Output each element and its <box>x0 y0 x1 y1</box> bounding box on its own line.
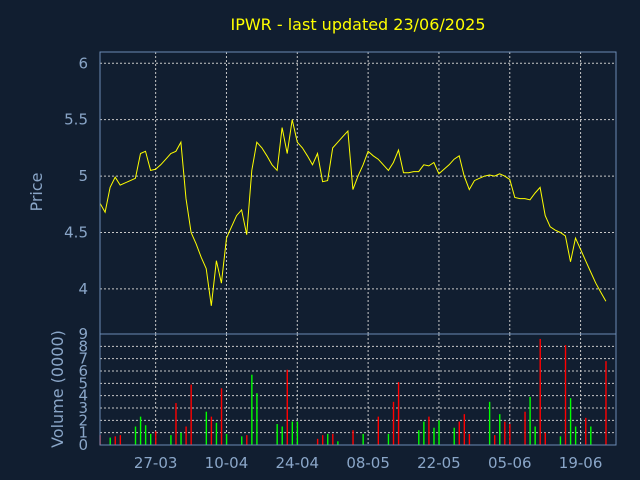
volume-bar <box>559 436 562 445</box>
volume-bar <box>155 431 157 445</box>
volume-bar <box>139 416 142 445</box>
volume-bar <box>493 435 496 445</box>
volume-bar <box>281 426 283 445</box>
volume-bar <box>509 424 511 445</box>
volume-axis-label: Volume (0000) <box>48 330 67 448</box>
price-axis-label: Price <box>27 172 46 211</box>
volume-bar <box>220 388 223 445</box>
volume-bar <box>544 432 546 445</box>
volume-bar <box>534 426 536 445</box>
volume-bar <box>529 396 531 445</box>
volume-bar <box>453 427 455 445</box>
volume-bar <box>327 433 329 445</box>
volume-bar <box>585 417 587 445</box>
volume-bar <box>180 432 182 445</box>
volume-bar <box>210 416 213 445</box>
volume-bar <box>185 426 187 445</box>
date-tick-label: 19-06 <box>559 454 603 472</box>
volume-bar <box>134 426 137 445</box>
volume-bar <box>488 401 491 445</box>
volume-bar <box>256 393 258 445</box>
volume-bar <box>564 345 567 445</box>
volume-bar <box>590 426 592 445</box>
volume-bar <box>291 421 294 445</box>
volume-tick-label: 5 <box>78 374 88 392</box>
price-tick-label: 6 <box>78 54 88 72</box>
date-tick-label: 10-04 <box>205 454 249 472</box>
volume-tick-label: 3 <box>78 399 88 417</box>
volume-bar <box>423 421 425 445</box>
volume-bar <box>539 338 541 445</box>
date-tick-label: 08-05 <box>346 454 390 472</box>
date-tick-label: 05-06 <box>488 454 532 472</box>
volume-tick-label: 1 <box>78 424 88 442</box>
volume-bar <box>119 435 122 445</box>
volume-bar <box>276 424 278 445</box>
date-tick-label: 27-03 <box>134 454 178 472</box>
volume-bar <box>286 369 288 445</box>
chart-title: IPWR - last updated 23/06/2025 <box>230 15 485 34</box>
volume-bar <box>316 438 319 445</box>
price-tick-label: 4.5 <box>64 223 88 241</box>
volume-bar <box>144 425 147 445</box>
volume-bar <box>504 421 506 445</box>
volume-bar <box>241 436 243 445</box>
price-tick-label: 4 <box>78 280 88 298</box>
volume-bar <box>499 414 501 445</box>
volume-tick-label: 6 <box>78 362 88 380</box>
volume-tick-label: 7 <box>78 350 88 368</box>
volume-bar <box>605 361 607 445</box>
date-tick-label: 22-05 <box>417 454 461 472</box>
volume-bar <box>418 430 420 445</box>
volume-tick-label: 2 <box>78 411 88 429</box>
volume-bar <box>438 420 440 445</box>
price-line <box>99 119 607 306</box>
volume-bar <box>463 414 466 445</box>
volume-bar <box>352 430 354 445</box>
volume-bar <box>397 382 400 445</box>
volume-bar <box>524 411 526 445</box>
price-panel: 4 4.5 5 5.5 6 <box>64 51 617 335</box>
volume-bar <box>251 374 253 445</box>
volume-bar <box>377 416 380 445</box>
volume-tick-label: 4 <box>78 387 88 405</box>
volume-bar <box>321 435 324 445</box>
volume-bar <box>569 398 572 445</box>
volume-bar <box>149 433 152 445</box>
volume-bar <box>433 427 435 445</box>
volume-bar <box>387 433 390 445</box>
volume-bar <box>458 421 460 445</box>
volume-bar <box>332 433 334 445</box>
price-tick-label: 5.5 <box>64 111 88 129</box>
volume-bar <box>205 411 208 445</box>
volume-bar <box>574 426 577 445</box>
volume-bar <box>296 421 299 445</box>
volume-bar <box>362 433 364 445</box>
date-tick-label: 24-04 <box>275 454 319 472</box>
volume-bar <box>468 433 471 445</box>
volume-tick-label: 0 <box>78 436 88 454</box>
volume-bar <box>190 384 192 445</box>
volume-tick-label: 8 <box>78 337 88 355</box>
volume-bar <box>175 403 177 445</box>
volume-bar <box>337 441 339 445</box>
volume-bar <box>392 401 395 445</box>
volume-bar <box>428 416 430 445</box>
volume-bar <box>215 422 218 445</box>
volume-bar <box>109 437 111 445</box>
volume-bar <box>246 435 248 445</box>
price-tick-label: 5 <box>78 167 88 185</box>
volume-tick-label: 9 <box>78 325 88 343</box>
volume-bar <box>225 433 228 445</box>
date-axis: 27-03 10-04 24-04 08-05 22-05 05-06 19-06 <box>134 454 603 472</box>
volume-plot-frame <box>99 333 617 446</box>
volume-bar <box>114 436 116 445</box>
volume-bar <box>170 435 172 445</box>
price-plot-frame <box>99 51 617 335</box>
